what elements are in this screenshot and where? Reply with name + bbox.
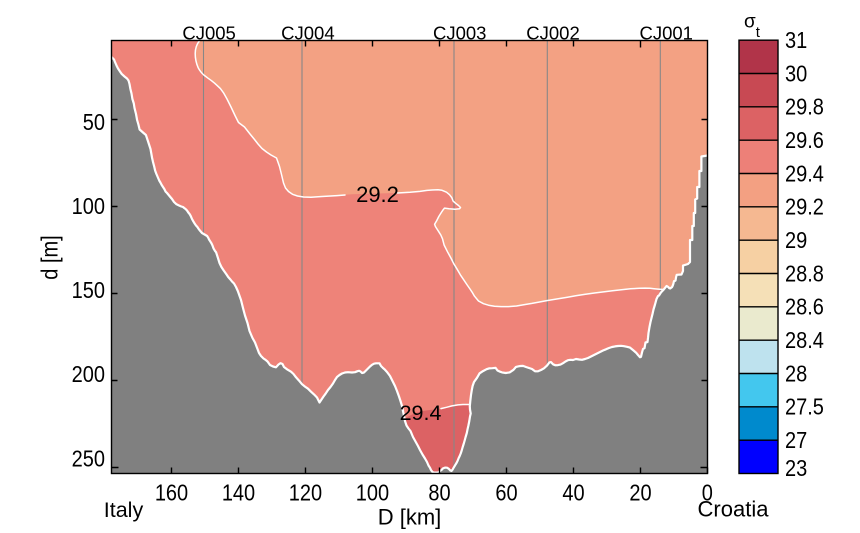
svg-text:40: 40 — [562, 479, 584, 506]
svg-text:250: 250 — [72, 445, 105, 472]
svg-text:23: 23 — [785, 454, 807, 481]
svg-text:31: 31 — [785, 27, 807, 54]
svg-text:CJ001: CJ001 — [639, 22, 692, 43]
svg-text:28: 28 — [785, 360, 807, 387]
svg-text:CJ005: CJ005 — [182, 22, 235, 43]
svg-text:29.2: 29.2 — [356, 182, 399, 207]
svg-text:CJ002: CJ002 — [526, 22, 579, 43]
svg-text:29.4: 29.4 — [785, 160, 824, 187]
svg-text:200: 200 — [72, 361, 105, 388]
svg-text:29.8: 29.8 — [785, 93, 824, 120]
svg-text:80: 80 — [428, 479, 450, 506]
svg-text:CJ004: CJ004 — [281, 22, 334, 43]
svg-text:28.6: 28.6 — [785, 293, 824, 320]
svg-text:27.5: 27.5 — [785, 393, 824, 420]
svg-text:20: 20 — [629, 479, 651, 506]
svg-text:0: 0 — [702, 479, 713, 506]
svg-text:29.6: 29.6 — [785, 127, 824, 154]
svg-text:120: 120 — [289, 479, 322, 506]
svg-text:30: 30 — [785, 60, 807, 87]
svg-text:27: 27 — [785, 427, 807, 454]
svg-text:60: 60 — [495, 479, 517, 506]
svg-text:29: 29 — [785, 227, 807, 254]
svg-text:140: 140 — [222, 479, 255, 506]
svg-text:28.8: 28.8 — [785, 260, 824, 287]
svg-text:D [km]: D [km] — [378, 505, 442, 530]
svg-text:100: 100 — [72, 193, 105, 220]
svg-text:Croatia: Croatia — [698, 497, 770, 522]
svg-text:CJ003: CJ003 — [433, 22, 486, 43]
svg-text:160: 160 — [155, 479, 188, 506]
svg-text:150: 150 — [72, 277, 105, 304]
svg-text:d [m]: d [m] — [36, 235, 63, 279]
svg-text:Italy: Italy — [104, 498, 144, 522]
svg-text:28.4: 28.4 — [785, 327, 824, 354]
svg-text:29.4: 29.4 — [400, 401, 442, 425]
svg-text:100: 100 — [356, 479, 389, 506]
svg-text:29.2: 29.2 — [785, 193, 824, 220]
svg-text:50: 50 — [83, 109, 105, 136]
